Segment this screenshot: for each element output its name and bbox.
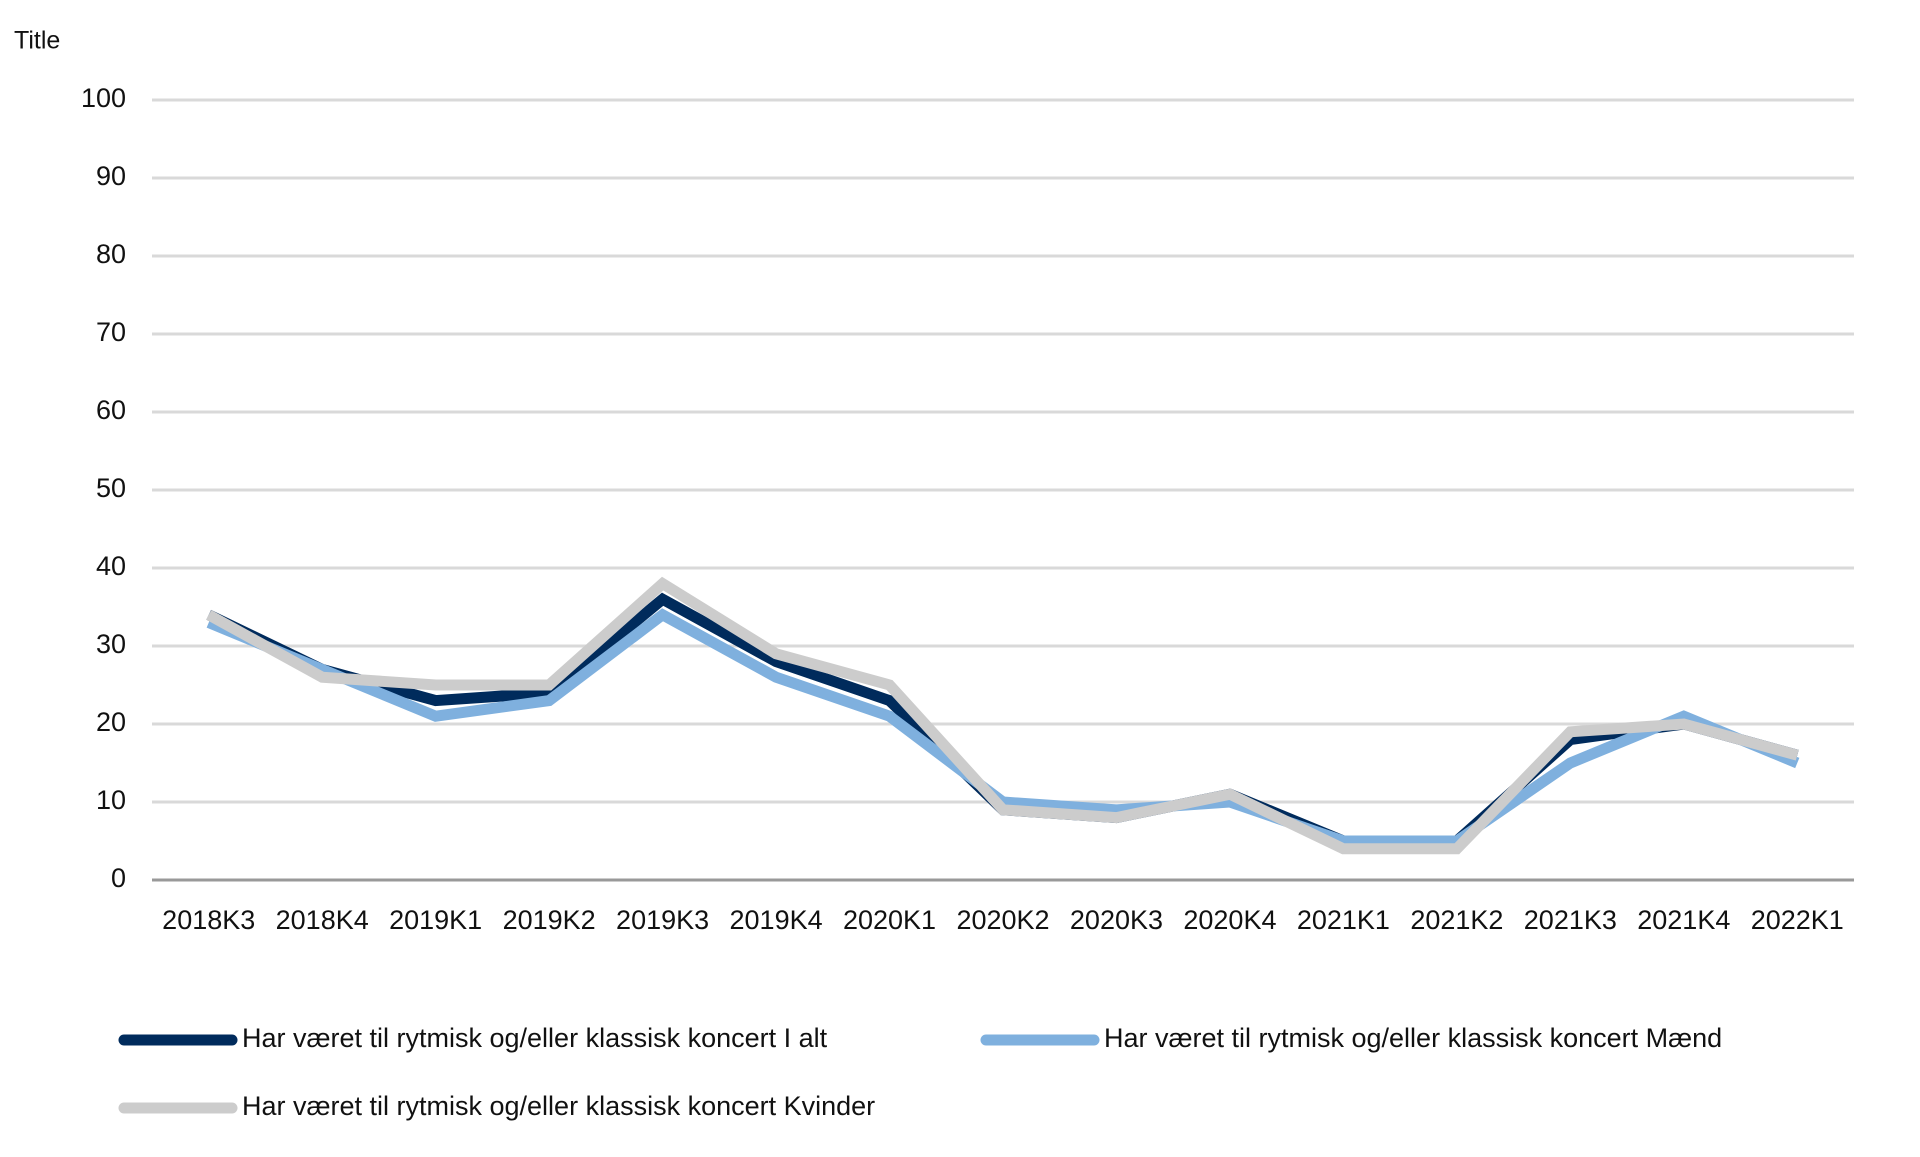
legend-label: Har været til rytmisk og/eller klassisk … bbox=[242, 1091, 875, 1121]
y-tick-label: 60 bbox=[96, 395, 126, 425]
legend-label: Har været til rytmisk og/eller klassisk … bbox=[1104, 1023, 1722, 1053]
x-tick-label: 2020K2 bbox=[956, 905, 1049, 935]
legend-label: Har været til rytmisk og/eller klassisk … bbox=[242, 1023, 828, 1053]
x-tick-label: 2021K2 bbox=[1410, 905, 1503, 935]
y-tick-label: 40 bbox=[96, 551, 126, 581]
x-tick-label: 2021K1 bbox=[1297, 905, 1390, 935]
x-tick-label: 2019K2 bbox=[503, 905, 596, 935]
x-tick-label: 2020K3 bbox=[1070, 905, 1163, 935]
y-tick-label: 30 bbox=[96, 629, 126, 659]
y-tick-label: 80 bbox=[96, 239, 126, 269]
y-tick-label: 100 bbox=[81, 83, 126, 113]
x-tick-label: 2018K3 bbox=[162, 905, 255, 935]
x-tick-label: 2022K1 bbox=[1751, 905, 1844, 935]
x-tick-label: 2020K4 bbox=[1183, 905, 1276, 935]
y-tick-label: 70 bbox=[96, 317, 126, 347]
y-tick-label: 20 bbox=[96, 707, 126, 737]
x-tick-label: 2018K4 bbox=[276, 905, 369, 935]
x-tick-label: 2020K1 bbox=[843, 905, 936, 935]
y-tick-label: 50 bbox=[96, 473, 126, 503]
y-tick-label: 90 bbox=[96, 161, 126, 191]
chart-title: Title bbox=[14, 27, 60, 55]
x-tick-label: 2019K4 bbox=[730, 905, 823, 935]
x-tick-label: 2019K1 bbox=[389, 905, 482, 935]
x-tick-label: 2019K3 bbox=[616, 905, 709, 935]
y-tick-label: 0 bbox=[111, 863, 126, 893]
y-tick-label: 10 bbox=[96, 785, 126, 815]
x-tick-label: 2021K4 bbox=[1637, 905, 1730, 935]
series-line bbox=[206, 576, 1799, 855]
x-tick-label: 2021K3 bbox=[1524, 905, 1617, 935]
